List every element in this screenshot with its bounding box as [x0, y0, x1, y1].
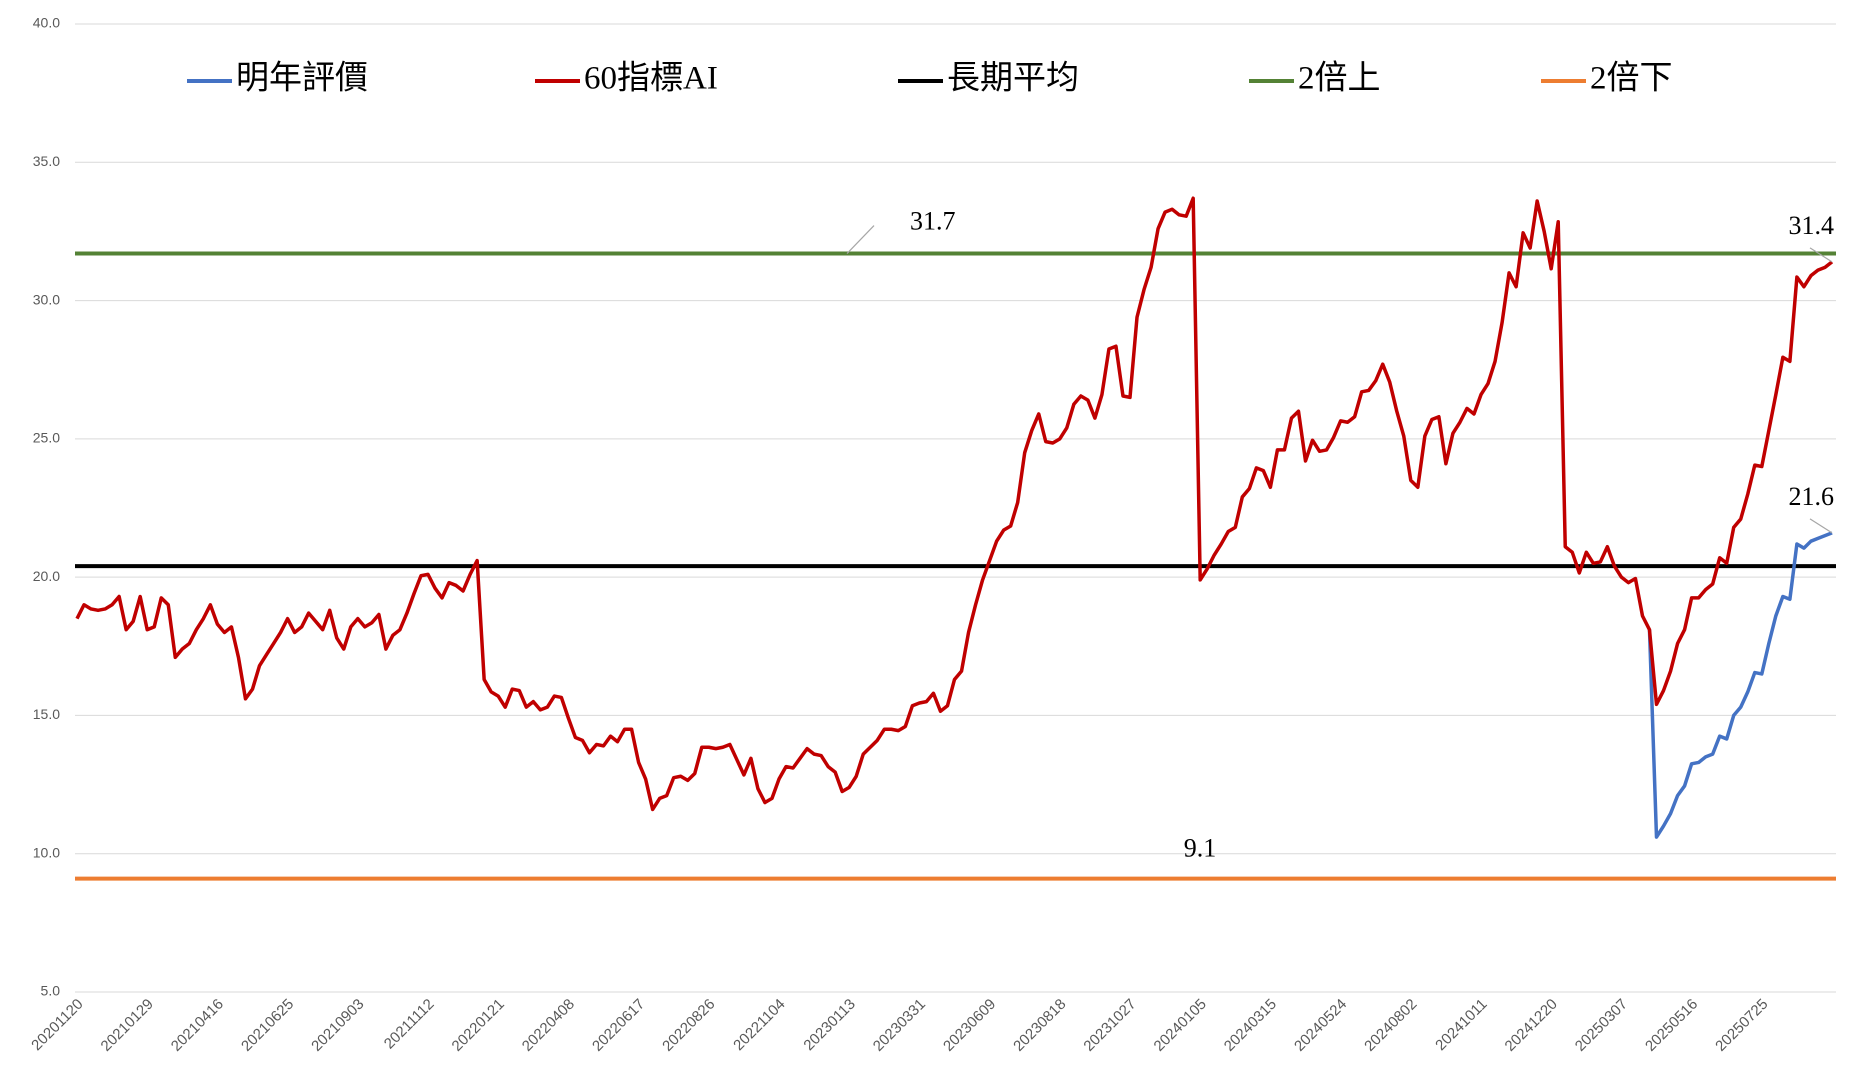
x-tick-label: 20230113 [800, 996, 858, 1054]
x-tick-label: 20240524 [1291, 996, 1350, 1055]
legend-label: 明年評價 [236, 60, 368, 97]
leader-line [846, 225, 875, 254]
series-line [75, 196, 1834, 812]
annotation: 9.1 [1184, 834, 1217, 863]
leader-line [1809, 247, 1833, 263]
x-tick-label: 20221104 [730, 996, 788, 1054]
x-tick-label: 20211112 [381, 996, 438, 1053]
x-tick-label: 20220408 [519, 996, 578, 1055]
x-tick-label: 20250725 [1712, 996, 1771, 1055]
y-tick-label: 30.0 [33, 291, 60, 307]
y-tick-label: 20.0 [33, 568, 60, 584]
x-tick-label: 20240105 [1151, 996, 1210, 1055]
x-tick-label: 20230818 [1010, 996, 1069, 1055]
x-tick-label: 20210903 [308, 996, 367, 1055]
x-tick-label: 20220826 [659, 996, 718, 1055]
x-tick-label: 20240315 [1221, 996, 1280, 1055]
x-tick-label: 20230331 [870, 996, 929, 1055]
x-tick-label: 20241220 [1502, 996, 1561, 1055]
leader-line [1809, 518, 1833, 534]
x-tick-label: 20210416 [168, 996, 227, 1055]
x-tick-label: 20220617 [589, 996, 648, 1055]
legend-label: 60指標AI [584, 60, 718, 97]
x-tick-label: 20231027 [1080, 996, 1139, 1055]
y-tick-label: 35.0 [33, 153, 60, 169]
x-tick-label: 20240802 [1361, 996, 1420, 1055]
y-tick-label: 25.0 [33, 430, 60, 446]
annotation: 21.6 [1789, 482, 1835, 511]
x-tick-label: 20210129 [98, 996, 157, 1055]
y-tick-label: 10.0 [33, 844, 60, 860]
legend-label: 2倍上 [1298, 60, 1381, 97]
x-tick-label: 20210625 [238, 996, 297, 1055]
y-tick-label: 40.0 [33, 15, 60, 31]
annotation: 31.7 [910, 207, 956, 236]
y-tick-label: 15.0 [33, 706, 60, 722]
x-tick-label: 20230609 [940, 996, 999, 1055]
series-line [1647, 531, 1833, 839]
x-tick-label: 20241011 [1432, 996, 1490, 1054]
x-tick-label: 20250307 [1572, 996, 1631, 1055]
x-tick-label: 20220121 [449, 996, 508, 1055]
x-tick-label: 20201120 [28, 996, 86, 1054]
legend-label: 長期平均 [947, 60, 1079, 97]
annotation: 31.4 [1789, 211, 1835, 240]
x-tick-label: 20250516 [1642, 996, 1701, 1055]
y-tick-label: 5.0 [41, 983, 61, 999]
legend-label: 2倍下 [1590, 60, 1673, 97]
